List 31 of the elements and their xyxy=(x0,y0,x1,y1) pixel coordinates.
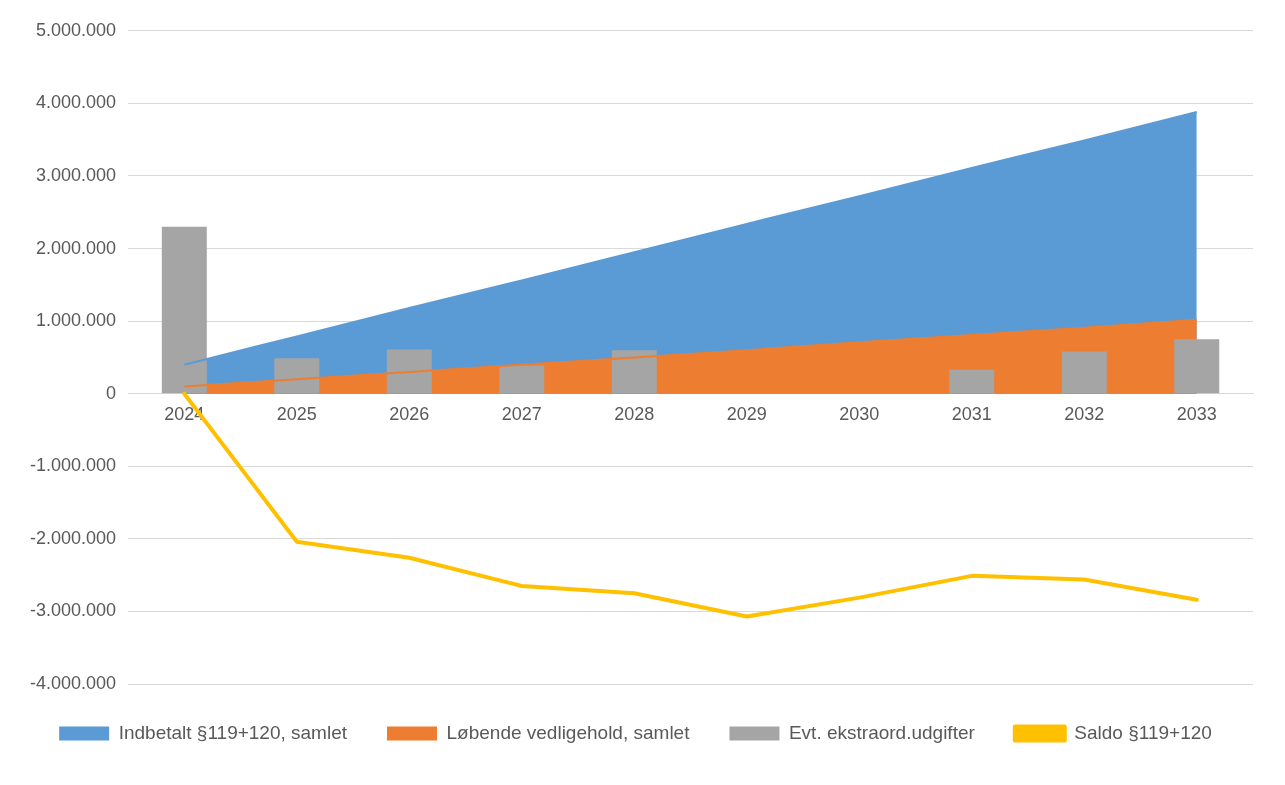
legend-label: Evt. ekstraord.udgifter xyxy=(788,721,976,743)
bar xyxy=(1061,351,1107,394)
x-tick-label: 2032 xyxy=(1064,404,1105,425)
bar xyxy=(274,358,320,394)
x-tick-label: 2027 xyxy=(501,404,542,425)
x-tick-label: 2030 xyxy=(839,404,880,425)
x-tick-label: 2026 xyxy=(389,404,430,425)
bar xyxy=(1174,339,1220,394)
y-tick-label: 0 xyxy=(106,382,117,403)
x-tick-label: 2031 xyxy=(951,404,992,425)
bar xyxy=(161,226,207,394)
legend-label: Indbetalt §119+120, samlet xyxy=(118,721,348,743)
y-tick-label: -1.000.000 xyxy=(29,455,117,476)
y-tick-label: -2.000.000 xyxy=(29,527,117,548)
bar xyxy=(499,365,545,394)
legend-label: Saldo §119+120 xyxy=(1074,721,1212,743)
y-tick-label: 3.000.000 xyxy=(35,164,117,185)
x-tick-label: 2033 xyxy=(1176,404,1217,425)
legend-label: Løbende vedligehold, samlet xyxy=(446,721,691,743)
y-tick-label: 2.000.000 xyxy=(35,237,117,258)
x-tick-label: 2025 xyxy=(276,404,317,425)
bar xyxy=(611,350,657,394)
x-tick-label: 2029 xyxy=(726,404,767,425)
y-tick-label: 4.000.000 xyxy=(35,92,117,113)
y-tick-label: 1.000.000 xyxy=(35,310,117,331)
y-tick-label: 5.000.000 xyxy=(35,19,117,40)
y-tick-label: -3.000.000 xyxy=(29,600,117,621)
x-tick-label: 2028 xyxy=(614,404,655,425)
y-tick-label: -4.000.000 xyxy=(29,672,117,693)
bar xyxy=(949,369,995,394)
bar xyxy=(386,349,432,394)
